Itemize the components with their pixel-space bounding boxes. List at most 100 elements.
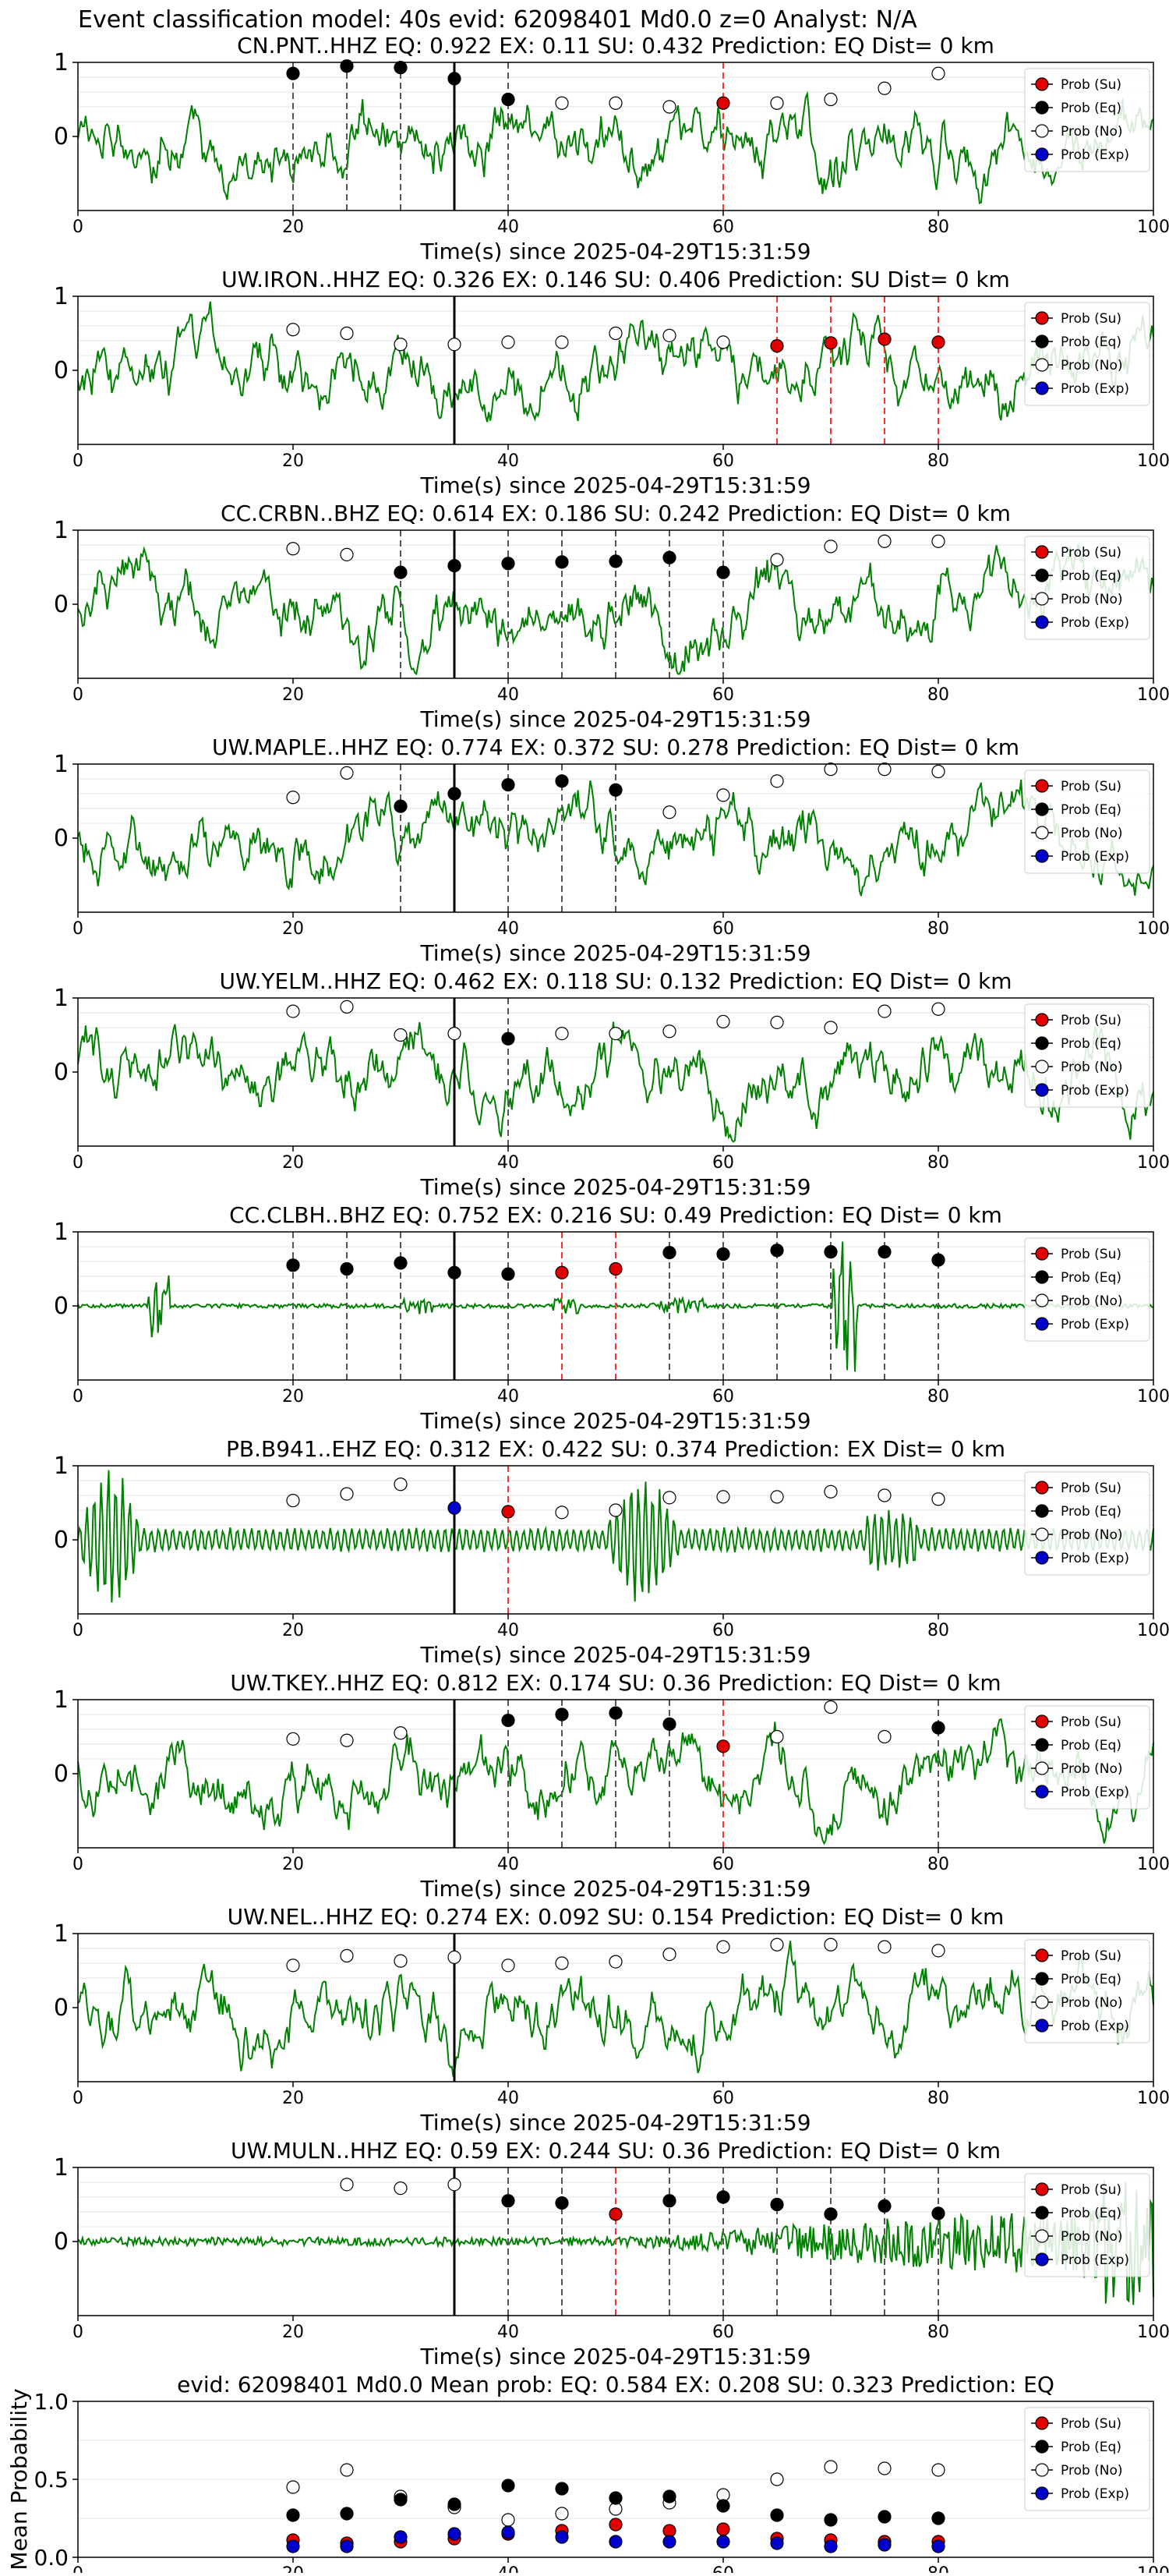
legend-box (1024, 1939, 1150, 2043)
prob-point-no (716, 1940, 730, 1954)
prob-point-su (609, 2518, 623, 2532)
axes-frame (77, 295, 1154, 445)
prob-point-no (609, 326, 623, 341)
prob-point-no (555, 1956, 569, 1970)
legend-marker-su (1035, 1948, 1049, 1962)
y-tick-label: 0.0 (34, 2545, 69, 2571)
station-panel: CC.CRBN..BHZ EQ: 0.614 EX: 0.186 SU: 0.2… (54, 501, 1169, 732)
legend-marker-su (1035, 2182, 1049, 2196)
prob-point-eq (286, 2508, 300, 2522)
station-panel: UW.MAPLE..HHZ EQ: 0.774 EX: 0.372 SU: 0.… (54, 734, 1169, 966)
legend-marker-exp (1035, 849, 1049, 863)
prob-point-no (662, 1948, 676, 1962)
prob-point-exp (286, 2539, 300, 2553)
x-tick-label: 20 (282, 685, 304, 705)
prob-point-eq (931, 2206, 945, 2220)
prob-point-no (662, 100, 676, 114)
legend-marker-su (1035, 779, 1049, 793)
prob-point-eq (394, 565, 408, 579)
x-tick-label: 100 (1137, 2564, 1169, 2573)
prob-point-eq (555, 1707, 569, 1721)
prob-point-no (824, 1484, 838, 1499)
x-tick-label: 60 (712, 919, 734, 939)
waveform-trace (77, 1941, 1154, 2078)
x-tick-label: 40 (497, 1387, 519, 1407)
legend-marker-exp (1035, 1317, 1049, 1331)
prob-point-no (447, 2178, 461, 2192)
legend-marker-su (1035, 2416, 1049, 2430)
prob-point-eq (878, 2199, 892, 2213)
legend-marker-su (1035, 1013, 1049, 1027)
legend-marker-exp (1035, 2486, 1049, 2500)
prob-point-eq (931, 1721, 945, 1735)
x-tick-label: 20 (282, 2564, 304, 2573)
prob-point-no (340, 2463, 354, 2477)
prob-point-no (662, 1024, 676, 1039)
waveform-trace (77, 90, 1154, 205)
legend-label: Prob (Eq) (1061, 1036, 1121, 1052)
panel-title: UW.NEL..HHZ EQ: 0.274 EX: 0.092 SU: 0.15… (228, 1904, 1005, 1930)
x-tick-label: 20 (282, 919, 304, 939)
prob-point-exp (824, 2539, 838, 2553)
prob-point-no (609, 1503, 623, 1517)
waveform-trace (77, 1470, 1154, 1603)
prob-point-no (878, 1729, 892, 1744)
panel-title: UW.YELM..HHZ EQ: 0.462 EX: 0.118 SU: 0.1… (220, 968, 1012, 994)
prob-point-exp (770, 2536, 784, 2550)
y-tick-label: 1 (54, 283, 69, 310)
prob-point-su (931, 335, 945, 349)
prob-point-no (878, 1488, 892, 1502)
legend-box (1024, 68, 1150, 172)
legend-marker-eq (1035, 568, 1049, 582)
y-tick-label: 0 (54, 825, 69, 852)
prob-point-no (286, 1494, 300, 1508)
legend-marker-no (1035, 592, 1049, 606)
legend-label: Prob (Su) (1061, 1481, 1121, 1496)
y-tick-label: 0 (54, 357, 69, 384)
legend-marker-su (1035, 77, 1049, 91)
legend-marker-eq (1035, 2440, 1049, 2454)
legend-label: Prob (No) (1061, 2463, 1123, 2479)
x-tick-label: 100 (1137, 451, 1169, 471)
legend-label: Prob (Exp) (1061, 381, 1129, 397)
y-tick-label: 0 (54, 1527, 69, 1554)
panel-title: UW.TKEY..HHZ EQ: 0.812 EX: 0.174 SU: 0.3… (230, 1670, 1001, 1696)
legend-marker-eq (1035, 1270, 1049, 1284)
x-tick-label: 100 (1137, 685, 1169, 705)
y-tick-label: 1 (54, 2154, 69, 2181)
x-tick-label: 40 (497, 1855, 519, 1874)
legend-marker-no (1035, 358, 1049, 372)
legend-label: Prob (Su) (1061, 779, 1121, 794)
prob-point-no (286, 1959, 300, 1973)
x-tick-label: 80 (927, 919, 949, 939)
legend-marker-no (1035, 1995, 1049, 2009)
legend-marker-exp (1035, 2019, 1049, 2033)
prob-point-eq (716, 2499, 730, 2513)
legend-label: Prob (Exp) (1061, 2252, 1129, 2268)
x-tick-label: 20 (282, 2089, 304, 2108)
legend-marker-eq (1035, 1036, 1049, 1050)
prob-point-eq (447, 787, 461, 801)
prob-point-su (555, 1265, 569, 1279)
prob-point-su (716, 96, 730, 110)
legend-box (1024, 1003, 1150, 1108)
x-tick-label: 80 (927, 1621, 949, 1640)
prob-point-no (501, 335, 515, 349)
legend-marker-exp (1035, 381, 1049, 395)
prob-point-no (662, 805, 676, 819)
legend-marker-no (1035, 2463, 1049, 2477)
legend-label: Prob (Exp) (1061, 2019, 1129, 2034)
legend-label: Prob (Eq) (1061, 1504, 1121, 1520)
x-tick-label: 40 (497, 2564, 519, 2573)
prob-point-eq (609, 2491, 623, 2505)
y-tick-label: 1 (54, 985, 69, 1012)
x-tick-label: 40 (497, 2323, 519, 2342)
prob-point-eq (501, 1714, 515, 1728)
prob-point-eq (394, 2493, 408, 2507)
prob-point-exp (878, 2538, 892, 2552)
prob-point-no (931, 534, 945, 548)
prob-point-no (716, 1490, 730, 1504)
x-tick-label: 0 (72, 2089, 83, 2108)
legend-marker-no (1035, 2229, 1049, 2243)
legend-marker-eq (1035, 334, 1049, 349)
